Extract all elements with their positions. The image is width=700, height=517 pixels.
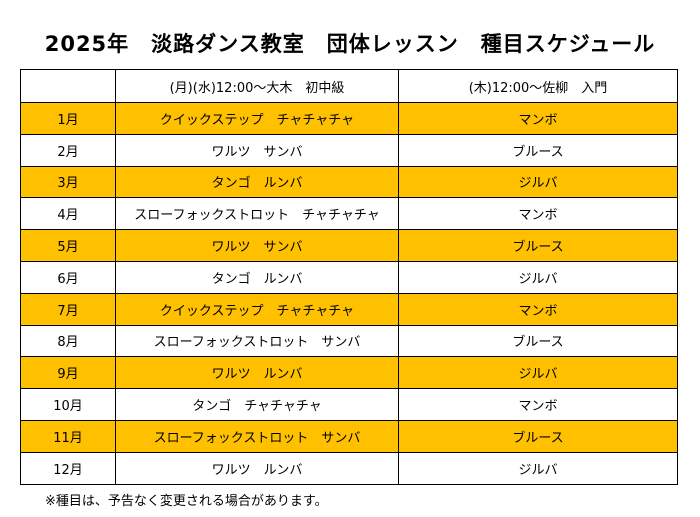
- okishi-dance-cell: ワルツ ルンバ: [115, 451, 399, 485]
- okishi-dance-cell: ワルツ ルンバ: [115, 356, 399, 390]
- table-row: 11月 スローフォックストロット サンバ ブルース: [20, 419, 678, 453]
- month-cell: 12月: [20, 451, 116, 485]
- month-cell: 6月: [20, 260, 116, 294]
- okishi-dance-cell: タンゴ チャチャチャ: [115, 388, 399, 421]
- table-row: 10月 タンゴ チャチャチャ マンボ: [20, 388, 678, 421]
- table-row: 8月 スローフォックストロット サンバ ブルース: [20, 324, 678, 358]
- table-header-row: (月)(水)12:00～大木 初中級 (木)12:00～佐柳 入門: [20, 69, 678, 103]
- sayanagi-dance-cell: ジルバ: [398, 260, 678, 294]
- month-cell: 11月: [20, 419, 116, 453]
- schedule-table: (月)(水)12:00～大木 初中級 (木)12:00～佐柳 入門 1月 クイック…: [20, 69, 678, 485]
- okishi-dance-cell: スローフォックストロット サンバ: [115, 324, 399, 358]
- month-cell: 1月: [20, 102, 116, 135]
- sayanagi-dance-cell: ブルース: [398, 229, 678, 262]
- okishi-dance-cell: クイックステップ チャチャチャ: [115, 102, 399, 135]
- table-row: 1月 クイックステップ チャチャチャ マンボ: [20, 102, 678, 135]
- month-cell: 2月: [20, 133, 116, 167]
- okishi-dance-cell: タンゴ ルンバ: [115, 260, 399, 294]
- sayanagi-dance-cell: ブルース: [398, 419, 678, 453]
- footnote: ※種目は、予告なく変更される場合があります。: [45, 494, 328, 509]
- okishi-dance-cell: スローフォックストロット サンバ: [115, 419, 399, 453]
- header-class-okishi: (月)(水)12:00～大木 初中級: [115, 69, 399, 103]
- okishi-dance-cell: ワルツ サンバ: [115, 133, 399, 167]
- sayanagi-dance-cell: マンボ: [398, 292, 678, 326]
- table-row: 7月 クイックステップ チャチャチャ マンボ: [20, 292, 678, 326]
- okishi-dance-cell: ワルツ サンバ: [115, 229, 399, 262]
- okishi-dance-cell: スローフォックストロット チャチャチャ: [115, 197, 399, 231]
- table-row: 2月 ワルツ サンバ ブルース: [20, 133, 678, 167]
- table-row: 4月 スローフォックストロット チャチャチャ マンボ: [20, 197, 678, 231]
- okishi-dance-cell: タンゴ ルンバ: [115, 165, 399, 199]
- sayanagi-dance-cell: マンボ: [398, 102, 678, 135]
- table-row: 12月 ワルツ ルンバ ジルバ: [20, 451, 678, 485]
- table-row: 5月 ワルツ サンバ ブルース: [20, 229, 678, 262]
- sayanagi-dance-cell: ブルース: [398, 324, 678, 358]
- month-cell: 4月: [20, 197, 116, 231]
- month-cell: 3月: [20, 165, 116, 199]
- sayanagi-dance-cell: ジルバ: [398, 165, 678, 199]
- table-row: 9月 ワルツ ルンバ ジルバ: [20, 356, 678, 390]
- sayanagi-dance-cell: ブルース: [398, 133, 678, 167]
- sayanagi-dance-cell: マンボ: [398, 197, 678, 231]
- table-row: 3月 タンゴ ルンバ ジルバ: [20, 165, 678, 199]
- table-row: 6月 タンゴ ルンバ ジルバ: [20, 260, 678, 294]
- header-class-sayanagi: (木)12:00～佐柳 入門: [398, 69, 678, 103]
- month-cell: 7月: [20, 292, 116, 326]
- header-month: [20, 69, 116, 103]
- sayanagi-dance-cell: ジルバ: [398, 451, 678, 485]
- month-cell: 5月: [20, 229, 116, 262]
- sayanagi-dance-cell: マンボ: [398, 388, 678, 421]
- page-title: 2025年 淡路ダンス教室 団体レッスン 種目スケジュール: [44, 32, 656, 56]
- month-cell: 9月: [20, 356, 116, 390]
- month-cell: 8月: [20, 324, 116, 358]
- month-cell: 10月: [20, 388, 116, 421]
- okishi-dance-cell: クイックステップ チャチャチャ: [115, 292, 399, 326]
- sayanagi-dance-cell: ジルバ: [398, 356, 678, 390]
